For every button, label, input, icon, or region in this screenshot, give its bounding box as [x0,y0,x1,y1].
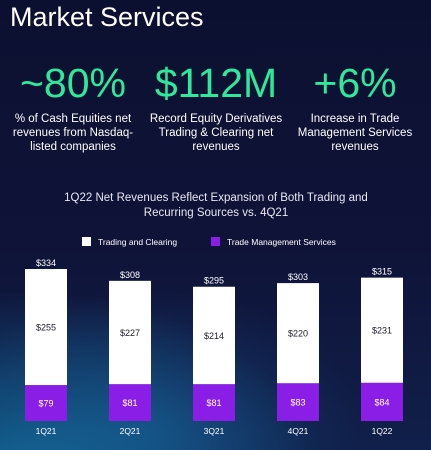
stat-value: +6% [313,60,397,106]
data-label-trade-management: $81 [206,398,221,408]
x-tick-label: 1Q21 [36,426,57,436]
stat-value: $112M [154,60,278,106]
bar-segment-trade-management [25,385,67,421]
data-label-trade-management: $81 [122,398,137,408]
bar-segment-trading-clearing [361,277,403,383]
legend-label: Trading and Clearing [98,237,178,247]
bar-segment-trade-management [109,384,151,421]
stat-trade-management: +6% Increase in Trade Management Service… [285,60,425,154]
data-label-trading-clearing: $227 [120,328,140,338]
bar-segment-trade-management [361,382,403,421]
data-label-trade-management: $79 [38,399,53,409]
bar-segment-trading-clearing [109,280,151,385]
x-tick-label: 4Q21 [288,426,309,436]
stat-cash-equities: ~80% % of Cash Equities net revenues fro… [3,60,143,154]
x-tick-label: 1Q22 [372,426,393,436]
legend-swatch-purple [211,237,220,246]
chart-legend: Trading and Clearing Trade Management Se… [0,237,431,251]
stat-value: ~80% [19,60,126,106]
legend-item-trade-management: Trade Management Services [211,237,336,248]
x-tick-label: 3Q21 [204,426,225,436]
data-label-trade-management: $83 [290,398,305,408]
data-label-trading-clearing: $231 [372,326,392,336]
bar-segment-trade-management [277,383,319,421]
data-label-total: $295 [204,276,224,286]
legend-label: Trade Management Services [227,237,336,247]
stat-description: Record Equity Derivatives Trading & Clea… [149,113,283,153]
data-label-total: $308 [120,270,140,280]
data-label-total: $315 [372,267,392,277]
data-label-trading-clearing: $220 [288,329,308,339]
page-title: Market Services [10,2,204,32]
stat-description: Increase in Trade Management Services re… [297,113,413,153]
chart-title: 1Q22 Net Revenues Reflect Expansion of B… [64,192,368,219]
data-label-trading-clearing: $214 [204,331,224,341]
data-label-total: $303 [288,272,308,282]
legend-item-trading-clearing: Trading and Clearing [82,237,177,248]
data-label-total: $334 [36,258,56,268]
legend-swatch-white [82,237,91,246]
x-tick-label: 2Q21 [120,426,141,436]
bar-segment-trade-management [193,384,235,421]
bar-segment-trading-clearing [193,286,235,385]
stat-equity-derivatives: $112M Record Equity Derivatives Trading … [146,60,286,154]
data-label-trade-management: $84 [374,397,389,407]
stat-description: % of Cash Equities net revenues from Nas… [12,113,134,153]
bar-segment-trading-clearing [25,269,67,386]
data-label-trading-clearing: $255 [36,323,56,333]
bar-segment-trading-clearing [277,283,319,384]
